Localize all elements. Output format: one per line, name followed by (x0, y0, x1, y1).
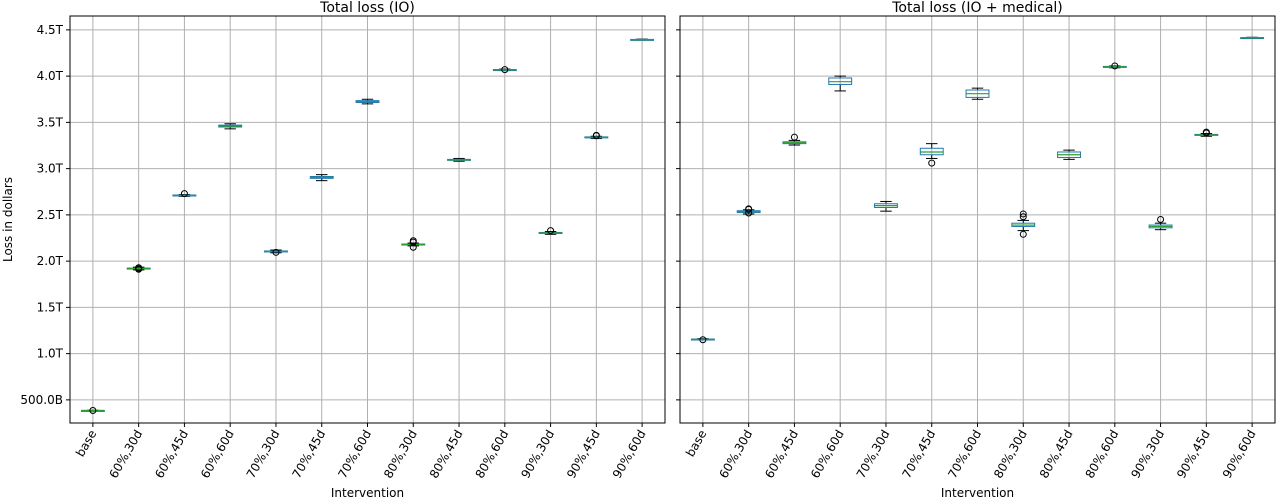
outlier-point (501, 66, 509, 74)
outlier-point (89, 407, 97, 415)
box-90%,30d (538, 227, 563, 235)
x-tick-label: 70%,60d (945, 428, 984, 481)
y-ticks (676, 29, 680, 401)
box-80%,45d (1057, 149, 1081, 160)
box-70%,30d (874, 200, 898, 212)
outlier-point (745, 209, 753, 217)
x-tick-label: 80%,60d (1083, 428, 1122, 481)
box-70%,45d (919, 143, 944, 167)
box-90%,60d (630, 38, 655, 41)
y-tick-label: 2.5T (37, 208, 64, 222)
box-70%,45d (309, 174, 334, 182)
box-80%,45d (447, 157, 471, 162)
x-tick-label: 90%,45d (1174, 428, 1213, 481)
outlier-point (135, 264, 143, 272)
x-axis-label: Intervention (331, 486, 404, 500)
left-panel: 500.0B 1.0T 1.5T 2.0T 2.5T 3.0T 3.5T 4.0T 4.5T b… (1, 0, 666, 500)
chart-title: Total loss (IO + medical) (891, 0, 1063, 16)
box-80%,60d (492, 66, 517, 74)
x-tick-label: 90%,45d (564, 428, 603, 481)
y-tick-label: 500.0B (20, 393, 63, 407)
box-60%,30d (736, 205, 761, 217)
box-90%,45d (584, 131, 609, 140)
outlier-point (1019, 213, 1027, 221)
y-ticks: 500.0B 1.0T 1.5T 2.0T 2.5T 3.0T 3.5T 4.0T 4.5T (20, 23, 70, 407)
x-tick-label: 70%,30d (244, 428, 283, 481)
x-tick-label: 60%,45d (762, 428, 801, 481)
box-70%,30d (264, 248, 288, 256)
box-80%,60d (1102, 62, 1127, 70)
outlier-point (1019, 230, 1027, 238)
outlier-point (409, 237, 417, 245)
x-tick-label: 70%,60d (335, 428, 374, 481)
y-tick-label: 3.5T (37, 115, 64, 129)
x-tick-label: 60%,45d (152, 428, 191, 481)
outlier-point (592, 131, 600, 139)
box-80%,30d (401, 237, 426, 251)
box-base (690, 336, 715, 344)
boxes (80, 38, 655, 415)
box-90%,30d (1148, 216, 1173, 231)
box-70%,60d (355, 98, 380, 105)
x-tick-label: 60%,60d (808, 428, 847, 481)
chart-title: Total loss (IO) (319, 0, 415, 16)
outlier-point (180, 190, 188, 198)
box-90%,60d (1240, 36, 1265, 40)
x-tick-label: 60%,30d (106, 428, 145, 481)
x-ticks: base 60%,30d 60%,45d 60%,60d 70%,30d 70%,45d 7… (73, 423, 649, 481)
y-tick-label: 4.5T (37, 23, 64, 37)
outlier-point (1111, 62, 1119, 70)
right-panel: base 60%,30d 60%,45d 60%,60d 70%,30d 70%,45d 7… (676, 0, 1276, 500)
x-axis-label: Intervention (941, 486, 1014, 500)
x-tick-label: 60%,30d (716, 428, 755, 481)
grid (70, 16, 665, 423)
outlier-point (745, 205, 753, 213)
box-base (80, 407, 105, 415)
box-60%,60d (218, 123, 243, 130)
boxes (690, 36, 1265, 344)
outlier-point (699, 336, 707, 344)
box-60%,30d (126, 264, 151, 273)
x-tick-label: 80%,30d (381, 428, 420, 481)
outlier-point (547, 227, 555, 235)
outlier-point (1019, 210, 1027, 218)
box-90%,45d (1194, 128, 1219, 137)
outlier-point (790, 133, 798, 141)
x-tick-label: 80%,30d (991, 428, 1030, 481)
x-tick-label: 90%,60d (610, 428, 649, 481)
box-80%,30d (1011, 210, 1036, 238)
box-60%,45d (782, 133, 807, 146)
x-tick-label: base (683, 428, 709, 460)
y-tick-label: 2.0T (37, 254, 64, 268)
box-70%,60d (965, 87, 990, 100)
x-tick-label: 80%,45d (427, 428, 466, 481)
y-axis-label: Loss in dollars (1, 177, 15, 262)
x-tick-label: 60%,60d (198, 428, 237, 481)
outlier-point (1202, 128, 1210, 136)
outlier-point (272, 248, 280, 256)
x-tick-label: base (73, 428, 99, 460)
x-tick-label: 80%,60d (473, 428, 512, 481)
x-tick-label: 70%,30d (854, 428, 893, 481)
y-tick-label: 1.0T (37, 347, 64, 361)
x-tick-label: 90%,30d (518, 428, 557, 481)
y-tick-label: 3.0T (37, 162, 64, 176)
outlier-point (1157, 216, 1165, 223)
x-tick-label: 70%,45d (900, 428, 939, 481)
box-60%,60d (828, 75, 853, 92)
box-60%,45d (172, 190, 197, 198)
y-tick-label: 1.5T (37, 300, 64, 314)
y-tick-label: 4.0T (37, 69, 64, 83)
x-tick-label: 80%,45d (1037, 428, 1076, 481)
outlier-point (928, 159, 936, 167)
x-tick-label: 90%,60d (1220, 428, 1259, 481)
x-tick-label: 90%,30d (1128, 428, 1167, 481)
grid (680, 16, 1275, 423)
x-ticks: base 60%,30d 60%,45d 60%,60d 70%,30d 70%,45d 7… (683, 423, 1259, 481)
x-tick-label: 70%,45d (290, 428, 329, 481)
